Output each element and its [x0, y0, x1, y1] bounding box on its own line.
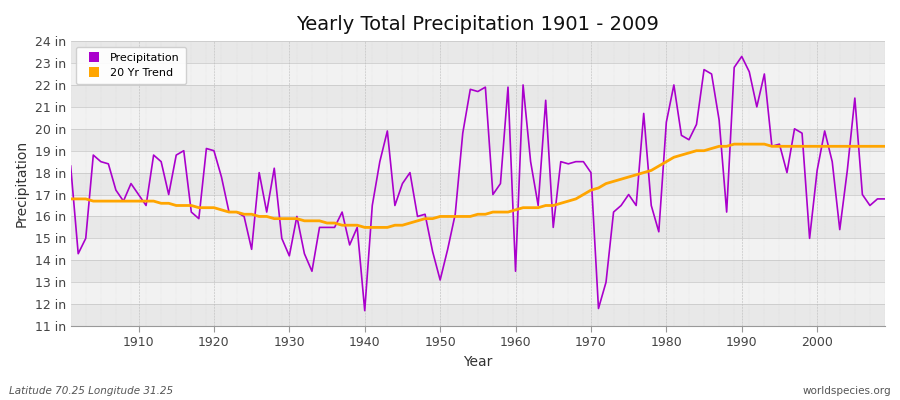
Legend: Precipitation, 20 Yr Trend: Precipitation, 20 Yr Trend	[76, 47, 186, 84]
Bar	[71, 216, 885, 238]
Y-axis label: Precipitation: Precipitation	[15, 140, 29, 227]
Bar	[71, 85, 885, 107]
Bar	[71, 41, 885, 63]
Bar	[71, 151, 885, 173]
Bar	[71, 304, 885, 326]
Bar	[71, 63, 885, 85]
Bar	[71, 173, 885, 194]
Text: worldspecies.org: worldspecies.org	[803, 386, 891, 396]
Bar	[71, 238, 885, 260]
Bar	[71, 107, 885, 129]
Bar	[71, 282, 885, 304]
X-axis label: Year: Year	[464, 355, 492, 369]
Bar	[71, 260, 885, 282]
Bar	[71, 194, 885, 216]
Text: Latitude 70.25 Longitude 31.25: Latitude 70.25 Longitude 31.25	[9, 386, 173, 396]
Bar	[71, 129, 885, 151]
Title: Yearly Total Precipitation 1901 - 2009: Yearly Total Precipitation 1901 - 2009	[296, 15, 660, 34]
